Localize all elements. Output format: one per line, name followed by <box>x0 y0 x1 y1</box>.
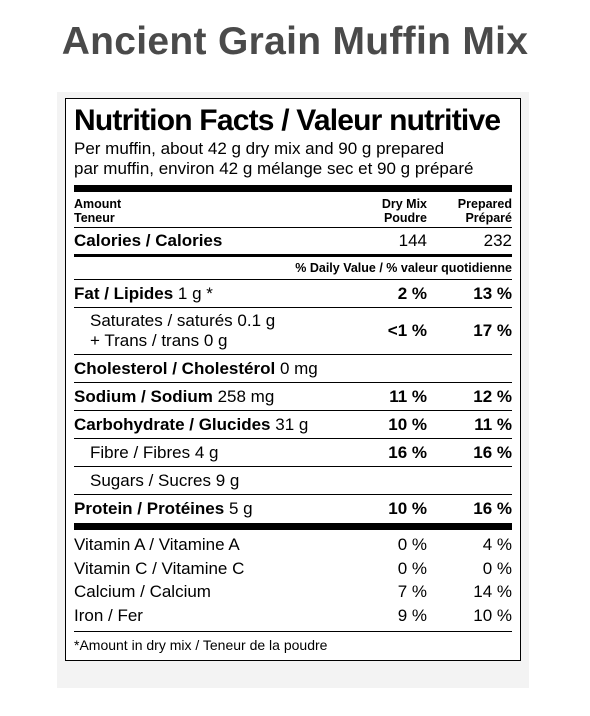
fibre-name: Fibre / Fibres <box>90 443 191 462</box>
sugars-name: Sugars / Sucres <box>90 471 211 490</box>
sodium-dry: 11 % <box>389 387 427 406</box>
prepared-header: Prepared <box>457 197 512 211</box>
fibre-row: Fibre / Fibres 4 g 16 % 16 % <box>74 439 512 466</box>
saturates-dry: <1 % <box>387 321 427 340</box>
vitamin-row: Iron / Fer 9 % 10 % <box>74 604 512 628</box>
sodium-name: Sodium / Sodium <box>74 387 213 406</box>
column-header: Amount Teneur Dry Mix Poudre Prepared Pr… <box>74 196 512 227</box>
divider <box>74 438 512 439</box>
fat-name: Fat / Lipides <box>74 284 174 303</box>
trans-name: + Trans / trans 0 g <box>90 331 228 350</box>
amount-header: Amount <box>74 197 122 211</box>
divider <box>74 307 512 308</box>
carbohydrate-row: Carbohydrate / Glucides 31 g 10 % 11 % <box>74 411 512 438</box>
vitamin-dry: 7 % <box>397 582 427 601</box>
teneur-header: Teneur <box>74 211 115 225</box>
fat-amount: 1 g * <box>177 284 213 303</box>
divider <box>74 227 512 228</box>
vitamin-name: Iron / Fer <box>74 605 143 625</box>
vitamin-row: Calcium / Calcium 7 % 14 % <box>74 580 512 604</box>
carbohydrate-name: Carbohydrate / Glucides <box>74 415 271 434</box>
protein-amount: 5 g <box>228 499 253 518</box>
vitamin-dry: 0 % <box>397 535 427 554</box>
serving-size-en: Per muffin, about 42 g dry mix and 90 g … <box>74 139 445 158</box>
saturates-name: Saturates / saturés 0.1 g <box>90 311 276 330</box>
sugars-row: Sugars / Sucres 9 g <box>74 467 512 494</box>
vitamin-dry: 9 % <box>397 605 427 625</box>
nutrition-facts-label: Nutrition Facts / Valeur nutritive Per m… <box>65 98 521 661</box>
vitamin-prepared: 14 % <box>473 582 512 601</box>
fibre-amount: 4 g <box>194 443 219 462</box>
fibre-dry: 16 % <box>388 443 427 462</box>
fat-row: Fat / Lipides 1 g * 2 % 13 % <box>74 280 512 307</box>
fibre-prepared: 16 % <box>473 443 512 462</box>
cholesterol-row: Cholesterol / Cholestérol 0 mg <box>74 355 512 382</box>
calories-dry: 144 <box>398 231 427 250</box>
daily-value-header: % Daily Value / % valeur quotidienne <box>295 261 512 275</box>
page-title: Ancient Grain Muffin Mix <box>61 20 529 63</box>
divider <box>74 466 512 467</box>
divider-medium <box>74 254 512 257</box>
protein-prepared: 16 % <box>473 499 512 518</box>
vitamin-row: Vitamin C / Vitamine C 0 % 0 % <box>74 557 512 581</box>
vitamin-name: Vitamin C / Vitamine C <box>74 558 245 578</box>
calories-label: Calories / Calories <box>74 231 223 250</box>
divider <box>74 631 512 632</box>
divider <box>74 410 512 411</box>
vitamin-dry: 0 % <box>397 558 427 578</box>
divider <box>74 382 512 383</box>
serving-size-fr: par muffin, environ 42 g mélange sec et … <box>74 159 474 178</box>
divider-heavy <box>74 185 512 192</box>
protein-row: Protein / Protéines 5 g 10 % 16 % <box>74 495 512 522</box>
vitamin-prepared: 0 % <box>482 558 512 578</box>
vitamin-prepared: 10 % <box>473 605 512 625</box>
divider-heavy <box>74 523 512 530</box>
saturates-prepared: 17 % <box>473 321 512 340</box>
sodium-prepared: 12 % <box>473 387 512 406</box>
sugars-amount: 9 g <box>215 471 240 490</box>
divider <box>74 279 512 280</box>
prepare-header: Préparé <box>465 211 512 225</box>
protein-dry: 10 % <box>388 499 427 518</box>
divider <box>74 354 512 355</box>
protein-name: Protein / Protéines <box>74 499 225 518</box>
divider <box>74 494 512 495</box>
dry-mix-header: Dry Mix <box>381 197 427 211</box>
nutrition-facts-title: Nutrition Facts / Valeur nutritive <box>74 104 501 137</box>
sodium-row: Sodium / Sodium 258 mg 11 % 12 % <box>74 383 512 410</box>
vitamin-prepared: 4 % <box>482 535 512 554</box>
vitamin-name: Calcium / Calcium <box>74 582 211 601</box>
carbohydrate-prepared: 11 % <box>474 415 512 434</box>
fat-dry: 2 % <box>397 284 427 303</box>
sodium-amount: 258 mg <box>217 387 275 406</box>
poudre-header: Poudre <box>383 211 427 225</box>
cholesterol-name: Cholesterol / Cholestérol <box>74 359 276 378</box>
calories-prepared: 232 <box>483 231 512 250</box>
footnote: *Amount in dry mix / Teneur de la poudre <box>74 637 328 653</box>
saturates-row: Saturates / saturés 0.1 g + Trans / tran… <box>74 308 512 354</box>
vitamin-row: Vitamin A / Vitamine A 0 % 4 % <box>74 533 512 557</box>
vitamin-name: Vitamin A / Vitamine A <box>74 535 240 554</box>
serving-size: Per muffin, about 42 g dry mix and 90 g … <box>74 139 512 179</box>
calories-row: Calories / Calories 144 232 <box>74 228 512 254</box>
cholesterol-amount: 0 mg <box>279 359 318 378</box>
carbohydrate-amount: 31 g <box>275 415 309 434</box>
fat-prepared: 13 % <box>473 284 512 303</box>
carbohydrate-dry: 10 % <box>388 415 427 434</box>
